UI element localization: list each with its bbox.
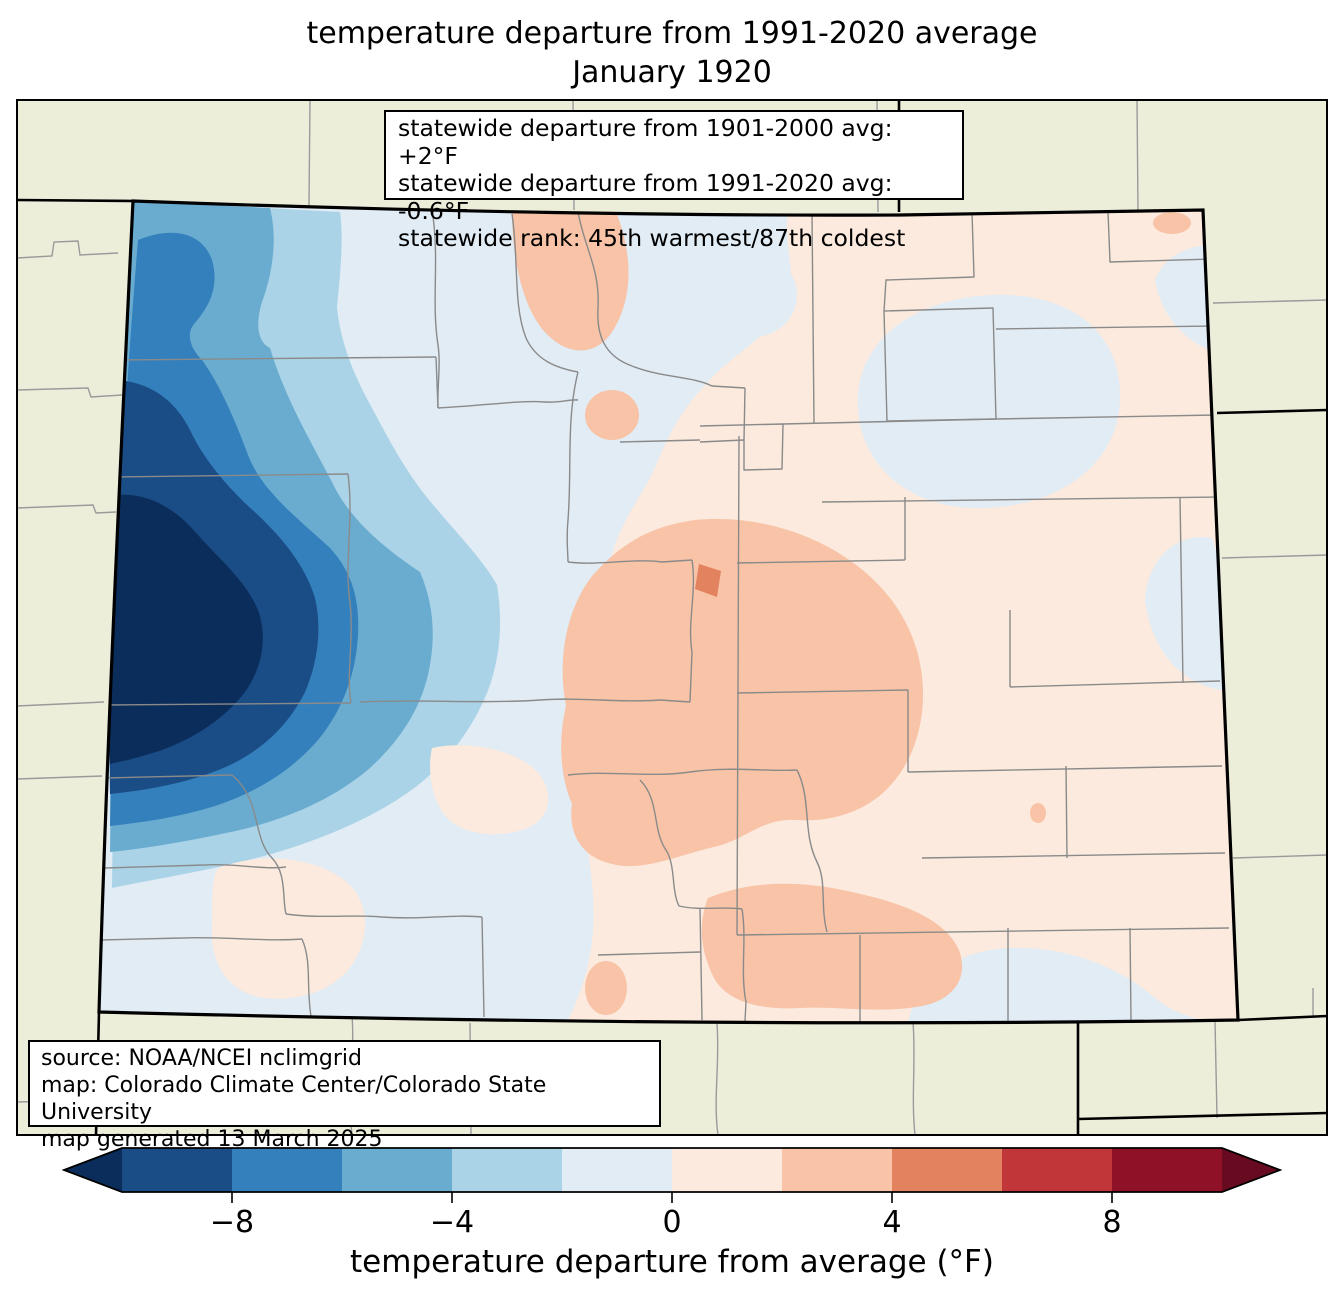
colorbar-segment [122,1148,232,1192]
colorbar-outline [61,1147,1283,1193]
contour-patch-southwest-pink [211,858,366,999]
contour-blob-northeast [857,294,1121,508]
title-line-2: January 1920 [572,55,772,90]
contour-blob-tiny-orange-dot [1030,803,1046,823]
stats-line-1: statewide departure from 1901-2000 avg: … [398,114,893,170]
source-box: source: NOAA/NCEI nclimgrid map: Colorad… [28,1040,661,1152]
contour-blob-north-orange [512,210,629,351]
colorbar-segment [562,1148,672,1192]
map-frame [16,99,1328,1136]
contour-bands [99,201,1238,1023]
contour-blob-northeast-orange-spot [1153,212,1191,234]
colorado-state-border [97,199,1240,1025]
source-line-1: source: NOAA/NCEI nclimgrid [41,1046,362,1071]
contour-blob-southcentral-orange [585,961,627,1015]
stats-line-3: statewide rank: 45th warmest/87th coldes… [398,224,906,252]
colorbar-tick-label: 0 [662,1205,682,1240]
colorbar-segment [1002,1148,1112,1192]
colorbar-segment [232,1148,342,1192]
colorbar-axis-label: temperature departure from average (°F) [350,1244,994,1280]
contour-band-below-minus10 [108,494,263,764]
source-line-3: map generated 13 March 2025 [41,1127,383,1152]
colorbar-tick-label: −8 [209,1205,255,1240]
colorbar-under-arrow [64,1148,122,1192]
colorbar-segment [782,1148,892,1192]
colorbar-tick-label: −4 [429,1205,475,1240]
figure-title: temperature departure from 1991-2020 ave… [0,14,1344,92]
contour-blob-southeast [908,947,1215,1023]
county-lines [99,209,1230,1023]
colorbar-tick-marks [231,1192,1113,1203]
colorbar-segment [342,1148,452,1192]
stats-line-2: statewide departure from 1991-2020 avg: … [398,169,893,225]
colorbar-segment [1112,1148,1222,1192]
colorbar-over-arrow [1222,1148,1280,1192]
contour-blob-south-orange [701,883,963,1010]
title-line-1: temperature departure from 1991-2020 ave… [306,16,1038,51]
colorbar-tick-label: 8 [1102,1205,1122,1240]
source-line-2: map: Colorado Climate Center/Colorado St… [41,1073,547,1125]
colorbar-segment [892,1148,1002,1192]
colorbar-segment [452,1148,562,1192]
contour-blob-north-circle [709,253,797,337]
contour-spot-plus4-diamond [695,564,721,597]
colorbar [61,1147,1283,1203]
contour-blob-small-orange [585,390,639,440]
contour-blob-east-edge [1145,537,1227,690]
stats-box: statewide departure from 1901-2000 avg: … [384,110,964,252]
colorbar-segment [672,1148,782,1192]
contour-patch-west-pink [430,745,549,835]
colorbar-tick-label: 4 [882,1205,902,1240]
